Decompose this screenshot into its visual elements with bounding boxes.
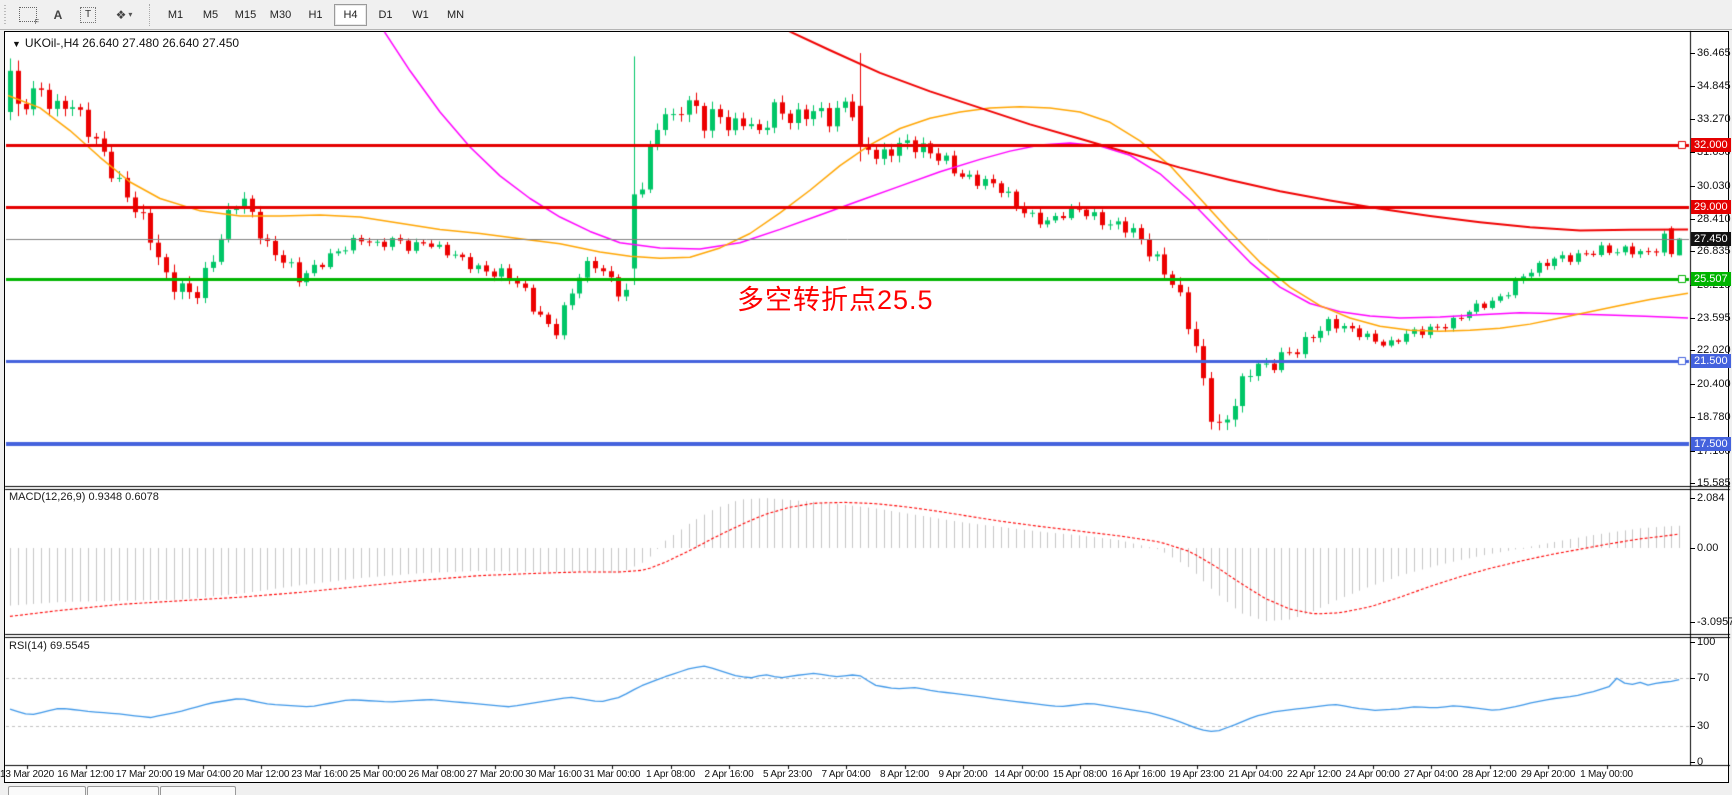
price-axis-label: 18.780 [1690,411,1731,424]
macd-axis-label: -3.0957 [1689,616,1732,628]
symbol-dropdown-icon[interactable]: ▼ [12,39,21,49]
macd-axis-label: 0.00 [1689,542,1719,554]
rsi-axis-label: 0 [1689,756,1704,768]
date-axis-label: 31 Mar 00:00 [583,769,641,780]
rsi-axis-label: 100 [1689,636,1716,648]
date-axis-label: 24 Apr 00:00 [1345,769,1400,780]
annotation-text[interactable]: 多空转折点25.5 [737,285,934,315]
date-axis-label: 1 May 00:00 [1580,769,1633,780]
macd-axis-label: 2.084 [1690,491,1725,504]
symbol-title[interactable]: ▼ UKOil-,H4 26.640 27.480 26.640 27.450 [12,36,239,50]
date-axis-label: 27 Mar 20:00 [466,769,524,780]
date-axis-label: 19 Apr 23:00 [1169,769,1225,780]
date-axis-label: 14 Apr 00:00 [994,769,1049,780]
price-axis-label: 30.030 [1690,179,1731,192]
price-axis-label: 23.595 [1690,312,1731,325]
date-axis-label: 13 Mar 2020 [0,769,54,780]
price-level-badge: 21.500 [1691,354,1731,369]
date-axis-label: 28 Apr 12:00 [1462,769,1517,780]
chart-tab[interactable] [87,786,159,795]
date-axis-label: 21 Apr 04:00 [1228,769,1283,780]
date-axis-label: 17 Mar 20:00 [115,769,173,780]
price-axis-label: 34.845 [1690,80,1731,93]
price-axis-label: 28.410 [1690,212,1731,225]
date-axis-label: 23 Mar 16:00 [291,769,348,780]
date-axis-label: 27 Apr 04:00 [1403,769,1459,780]
price-axis-label: 22.020 [1690,344,1731,357]
price-axis-label: 20.400 [1690,377,1731,390]
price-level-badge: 25.507 [1691,271,1731,286]
date-axis-label: 2 Apr 16:00 [704,769,754,780]
date-axis-label: 8 Apr 12:00 [880,769,929,780]
date-axis-label: 5 Apr 23:00 [763,769,812,780]
macd-label: MACD(12,26,9) 0.9348 0.6078 [9,491,159,503]
date-axis-label: 20 Mar 12:00 [232,769,290,780]
date-axis-label: 15 Apr 08:00 [1052,769,1108,780]
price-axis-label: 36.465 [1690,47,1731,59]
date-axis-label: 16 Apr 16:00 [1111,769,1166,780]
date-axis-label: 30 Mar 16:00 [525,769,582,780]
date-axis-label: 26 Mar 08:00 [408,769,465,780]
rsi-axis-label: 30 [1689,720,1710,732]
chart-tab[interactable] [160,786,236,795]
bid-price-badge: 27.450 [1691,231,1731,246]
symbol-title-text: UKOil-,H4 26.640 27.480 26.640 27.450 [24,36,240,50]
price-level-badge: 17.500 [1691,436,1731,451]
rsi-label: RSI(14) 69.5545 [9,640,90,652]
date-axis-label: 9 Apr 20:00 [938,769,988,780]
date-axis-label: 7 Apr 04:00 [821,769,871,780]
price-axis-label: 33.270 [1690,112,1731,125]
price-level-badge: 32.000 [1691,137,1731,152]
date-axis-label: 25 Mar 00:00 [349,769,407,780]
date-axis-label: 22 Apr 12:00 [1286,769,1342,780]
date-axis-label: 1 Apr 08:00 [646,769,695,780]
date-axis-label: 16 Mar 12:00 [57,769,114,780]
price-level-badge: 29.000 [1691,199,1731,214]
rsi-axis-label: 70 [1689,672,1710,684]
price-axis-label: 15.585 [1690,477,1731,489]
date-axis-label: 29 Apr 20:00 [1520,769,1576,780]
price-axis-label: 26.835 [1690,245,1731,258]
chart-tab[interactable] [8,786,86,795]
date-axis-label: 19 Mar 04:00 [174,769,231,780]
